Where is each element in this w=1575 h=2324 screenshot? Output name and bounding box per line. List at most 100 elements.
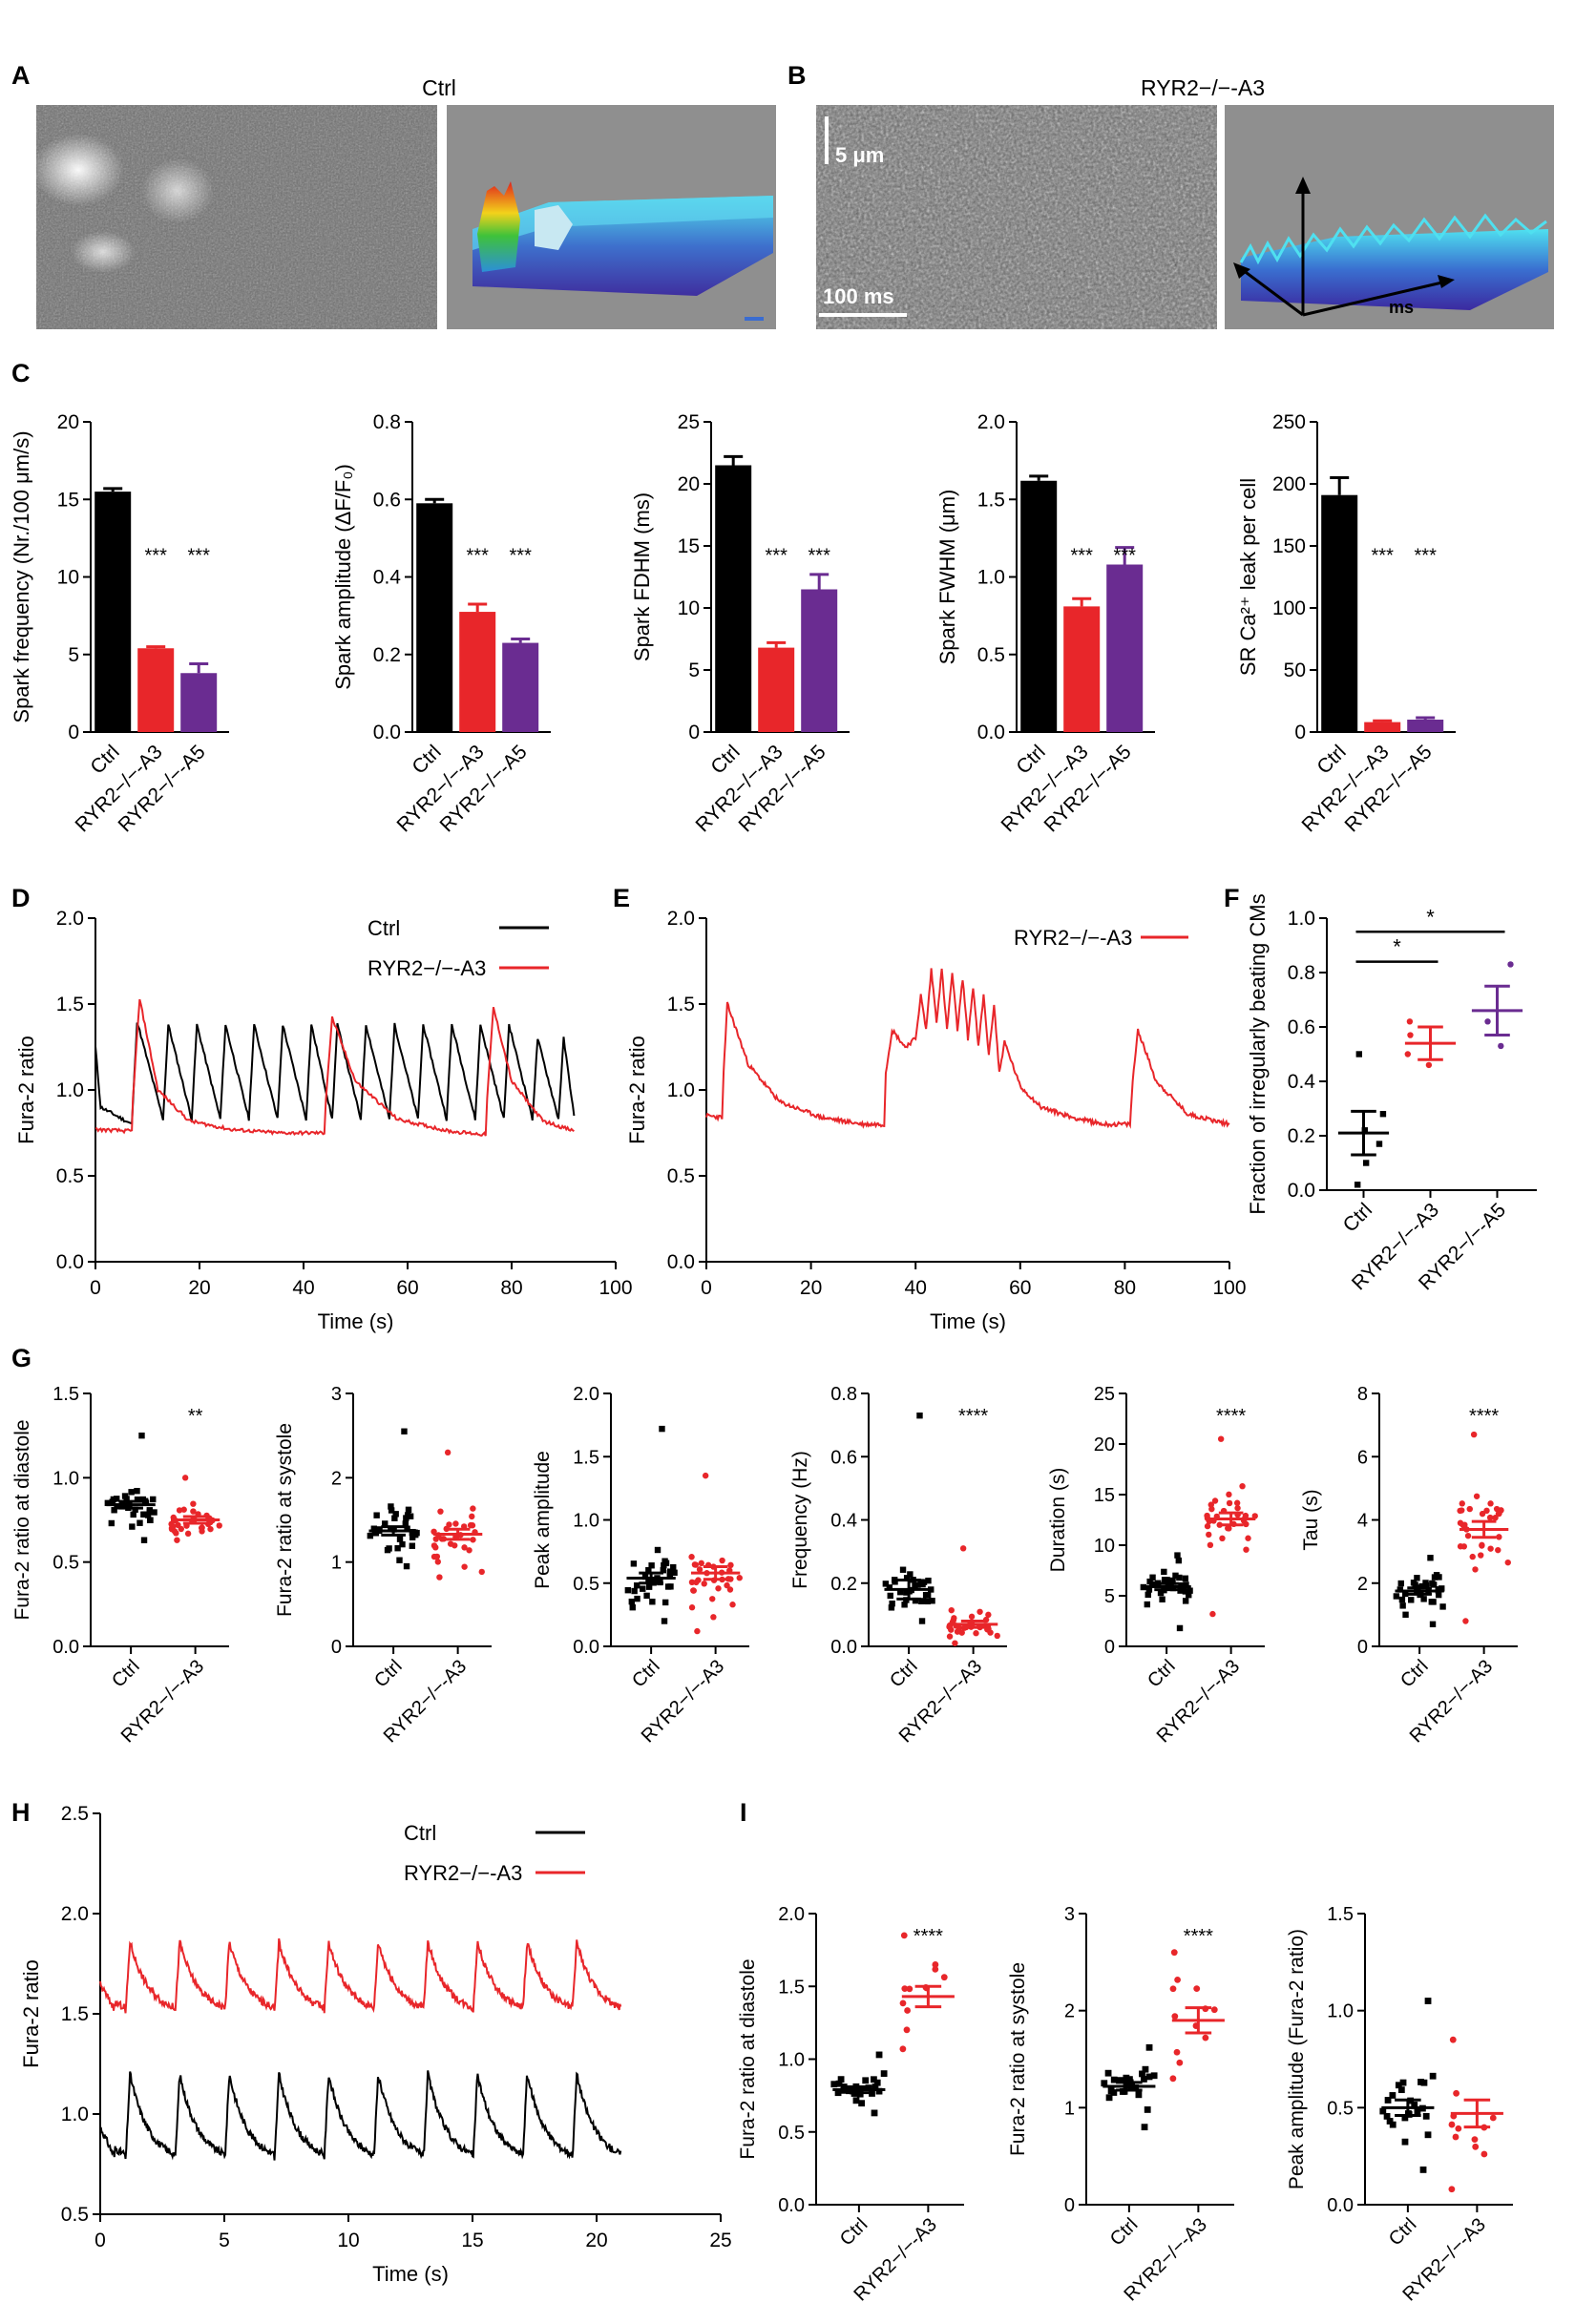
y-tick-label: 20	[678, 473, 700, 495]
y-tick-label: 1.0	[977, 567, 1005, 589]
data-point	[1406, 1018, 1414, 1025]
data-point	[147, 1517, 154, 1523]
data-point	[1145, 1586, 1153, 1593]
line-chart-e: 0.0 0.5 1.0 1.5 2.0 Fura-2 ratio 0 20 40 60 80 100 T…	[625, 908, 1247, 1333]
category-label: Ctrl	[1339, 1199, 1376, 1236]
y-tick-label: 0.8	[1288, 962, 1315, 984]
legend-label: Ctrl	[404, 1821, 436, 1845]
data-point	[834, 2089, 842, 2097]
legend-label: Ctrl	[368, 916, 400, 940]
data-point	[110, 1496, 117, 1503]
bar	[1364, 722, 1401, 732]
bar	[1106, 564, 1144, 732]
data-point	[1144, 1591, 1151, 1599]
significance-label: *	[1393, 935, 1401, 959]
data-point	[1170, 1949, 1178, 1957]
data-point	[184, 1530, 192, 1538]
data-point	[852, 2097, 860, 2104]
y-tick-label: 0	[688, 722, 700, 743]
data-point	[1202, 2034, 1209, 2041]
y-tick-label: 0.4	[373, 567, 402, 589]
data-point	[1183, 1581, 1189, 1588]
data-point	[1452, 2133, 1460, 2141]
data-point	[404, 1525, 410, 1532]
data-point	[373, 1512, 380, 1518]
significance-label: **	[188, 1406, 203, 1427]
y-axis-title: Spark amplitude (ΔF/F₀)	[331, 464, 355, 690]
y-axis-title: SR Ca²⁺ leak per cell	[1236, 478, 1260, 676]
y-tick-label: 0	[1064, 2195, 1075, 2216]
data-point	[645, 1566, 652, 1574]
data-point	[1149, 1581, 1156, 1588]
y-axis-title: Peak amplitude (Fura-2 ratio)	[1286, 1929, 1308, 2189]
y-tick-label: 1.5	[667, 994, 695, 1015]
data-point	[403, 1515, 410, 1521]
data-point	[190, 1508, 197, 1515]
data-point	[871, 2109, 878, 2117]
y-tick-label: 0	[1104, 1637, 1115, 1658]
data-point	[882, 1581, 890, 1587]
data-point	[1169, 1985, 1177, 1993]
data-point	[130, 1511, 136, 1518]
data-point	[1362, 1160, 1370, 1166]
y-tick-label: 0.5	[667, 1165, 695, 1187]
data-point	[1174, 1976, 1181, 1983]
data-point	[1110, 2076, 1118, 2083]
y-tick-label: 200	[1272, 473, 1306, 495]
data-point	[146, 1508, 154, 1516]
y-tick-label: 3	[331, 1384, 342, 1405]
y-tick-label: 0.0	[573, 1637, 599, 1658]
significance-label: ****	[1216, 1406, 1246, 1427]
y-tick-label: 0.4	[1288, 1071, 1316, 1093]
trace-a3	[99, 1937, 622, 2014]
y-tick-label: 0.2	[830, 1574, 857, 1595]
data-point	[924, 1598, 932, 1605]
data-point	[662, 1558, 668, 1564]
data-point	[372, 1530, 380, 1537]
data-point	[1176, 1624, 1184, 1632]
data-point	[140, 1537, 148, 1543]
line-chart-h: 0.5 1.0 1.5 2.0 2.5 Fura-2 ratio 0 5 10 15 20 25 Tim…	[19, 1803, 732, 2286]
data-point	[688, 1604, 696, 1611]
data-point	[1389, 2092, 1396, 2099]
data-point	[1489, 2114, 1497, 2122]
data-point	[1398, 1596, 1406, 1603]
x-axis-title: Time (s)	[318, 1309, 394, 1333]
data-point	[1424, 1998, 1432, 2004]
y-tick-label: 1.0	[778, 2050, 805, 2071]
data-point	[1186, 1591, 1192, 1599]
data-point	[1239, 1482, 1246, 1490]
data-point	[901, 1985, 909, 1993]
y-tick-label: 2.0	[977, 411, 1005, 433]
data-point	[1116, 2077, 1124, 2084]
data-point	[688, 1579, 696, 1586]
data-point	[114, 1503, 120, 1510]
data-point	[1498, 1507, 1504, 1514]
data-point	[467, 1521, 474, 1529]
trace-ctrl	[94, 1022, 576, 1125]
data-point	[1418, 2079, 1424, 2085]
data-point	[1105, 2094, 1113, 2102]
data-point	[1169, 2075, 1177, 2083]
y-tick-label: 10	[678, 597, 700, 619]
category-label: Ctrl	[1144, 1656, 1180, 1692]
data-point	[1470, 1431, 1478, 1438]
y-tick-label: 1.0	[1327, 2001, 1354, 2022]
x-tick-label: 60	[396, 1277, 418, 1299]
data-point	[1145, 2043, 1153, 2051]
data-point	[671, 1569, 678, 1576]
data-point	[649, 1599, 656, 1605]
y-tick-label: 25	[678, 411, 700, 433]
data-point	[1174, 1552, 1181, 1559]
data-point	[1449, 2036, 1457, 2043]
data-point	[900, 1932, 908, 1939]
data-point	[396, 1536, 404, 1542]
data-point	[1204, 1512, 1210, 1519]
linescan-image-ctrl	[32, 105, 437, 329]
data-point	[1386, 2118, 1394, 2125]
data-point	[1399, 2079, 1407, 2086]
significance-label: ****	[914, 1926, 943, 1947]
